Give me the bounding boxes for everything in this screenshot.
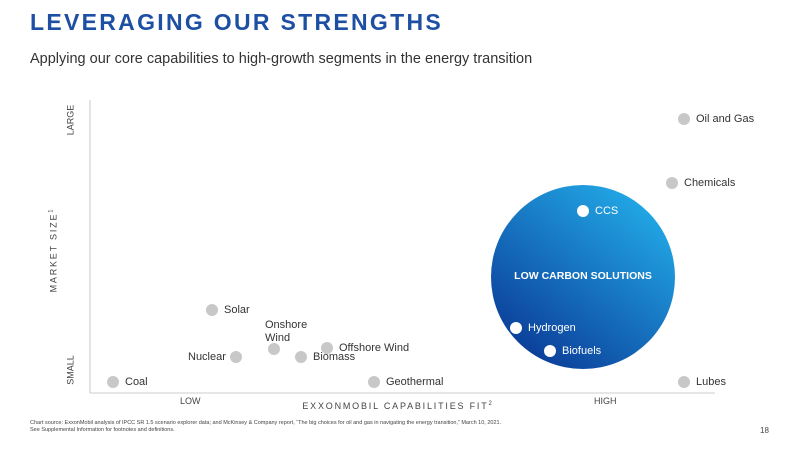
y-axis-note: 1	[48, 207, 55, 213]
low-carbon-region	[491, 185, 675, 369]
y-axis-title: MARKET SIZE	[48, 212, 59, 293]
point-label: Offshore Wind	[339, 342, 410, 354]
footnote: Chart source: ExxonMobil analysis of IPC…	[30, 420, 502, 426]
point-label: Solar	[224, 304, 250, 316]
point	[295, 351, 307, 363]
y-high: LARGE	[65, 104, 76, 136]
point	[368, 376, 380, 388]
point	[107, 376, 119, 388]
point-label: Biofuels	[562, 345, 602, 357]
x-axis-label: EXXONMOBIL CAPABILITIES FIT2	[302, 398, 493, 413]
region-label: LOW CARBON SOLUTIONS	[514, 270, 652, 282]
subtitle: Applying our core capabilities to high-g…	[30, 51, 533, 67]
point-label: Geothermal	[386, 376, 444, 388]
point	[206, 304, 218, 316]
point	[268, 343, 280, 355]
x-axis-note: 2	[488, 401, 494, 407]
point	[510, 322, 522, 334]
page-number: 18	[760, 426, 769, 435]
footnote: See Supplemental Information for footnot…	[30, 427, 175, 433]
point-label: Coal	[125, 376, 148, 388]
point-label: Nuclear	[188, 351, 226, 363]
point-label: Biomass	[313, 351, 356, 363]
x-axis-title: EXXONMOBIL CAPABILITIES FIT	[302, 401, 489, 411]
point	[321, 342, 333, 354]
x-high: HIGH	[594, 396, 617, 406]
point	[678, 113, 690, 125]
point	[577, 205, 589, 217]
point-label: Onshore Wind	[265, 319, 308, 344]
point-label: CCS	[595, 205, 619, 217]
point	[666, 177, 678, 189]
point-label: Chemicals	[684, 177, 736, 189]
point-label: Lubes	[696, 376, 726, 388]
x-low: LOW	[180, 396, 201, 406]
point	[230, 351, 242, 363]
point-label: Oil and Gas	[696, 113, 755, 125]
point-label: Hydrogen	[528, 322, 576, 334]
point	[544, 345, 556, 357]
title: LEVERAGING OUR STRENGTHS	[30, 9, 444, 35]
point	[678, 376, 690, 388]
y-low: SMALL	[65, 355, 76, 385]
y-axis-label: MARKET SIZE1	[46, 208, 61, 293]
